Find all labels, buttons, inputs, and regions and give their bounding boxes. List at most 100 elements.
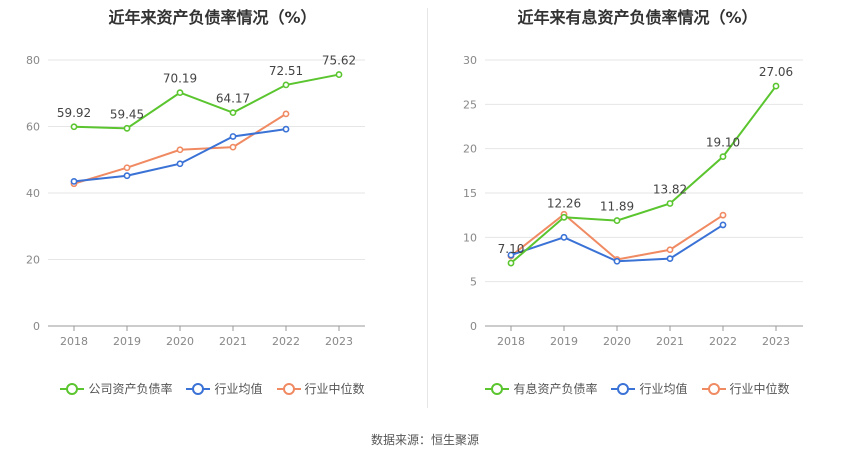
data-point <box>719 211 727 219</box>
series-line <box>510 85 777 264</box>
data-point <box>176 160 184 168</box>
chart-legend: 有息资产负债率 行业均值 行业中位数 <box>425 380 850 397</box>
data-point <box>666 255 674 263</box>
x-tick-label: 2018 <box>60 335 88 348</box>
y-tick-label: 5 <box>470 276 477 289</box>
y-tick-label: 15 <box>463 187 477 200</box>
legend-dot <box>282 382 295 395</box>
x-tick-label: 2021 <box>656 335 684 348</box>
x-tick-label: 2023 <box>762 335 790 348</box>
y-tick-label: 30 <box>463 54 477 67</box>
chart-panel-left: 近年来资产负债率情况（%） 0 20 40 60 80 2018 2019 2020 2021 2… <box>0 0 425 410</box>
data-point <box>613 217 621 224</box>
legend-item[interactable]: 有息资产负债率 <box>485 380 597 397</box>
x-tick-label: 2022 <box>272 335 300 348</box>
data-label: 72.51 <box>269 64 303 78</box>
legend-label: 公司资产负债率 <box>88 382 173 396</box>
legend-marker <box>186 382 211 395</box>
legend-marker <box>276 382 301 395</box>
legend-label: 行业中位数 <box>729 382 790 396</box>
x-tick-label: 2019 <box>113 335 141 348</box>
y-tick-label: 10 <box>463 231 477 244</box>
x-tick-label: 2019 <box>550 335 578 348</box>
data-label: 59.45 <box>110 107 144 121</box>
data-point <box>282 81 290 89</box>
y-tick-label: 80 <box>26 54 40 67</box>
legend-label: 行业均值 <box>639 382 688 396</box>
data-point <box>123 164 131 172</box>
panel-divider <box>427 8 428 408</box>
legend-item[interactable]: 公司资产负债率 <box>60 380 172 397</box>
x-tick-label: 2022 <box>709 335 737 348</box>
data-point <box>772 82 780 90</box>
data-source-label: 数据来源：恒生聚源 <box>370 433 479 447</box>
data-point <box>719 221 727 229</box>
y-tick-label: 0 <box>470 320 477 333</box>
data-point <box>282 125 290 133</box>
data-point <box>70 123 78 131</box>
chart-panel-right: 近年来有息资产负债率情况（%） 0 5 10 15 20 25 30 2018 2019 2020… <box>425 0 850 410</box>
legend-dot <box>66 382 79 395</box>
y-tick-label: 0 <box>33 320 40 333</box>
data-point <box>507 259 515 267</box>
legend-item[interactable]: 行业均值 <box>186 380 263 397</box>
x-tick-label: 2020 <box>166 335 194 348</box>
legend-dot <box>192 382 205 395</box>
data-point <box>335 71 343 78</box>
x-tick-label: 2021 <box>219 335 247 348</box>
data-label: 19.10 <box>706 136 740 150</box>
data-point <box>719 153 727 161</box>
y-tick-label: 60 <box>26 121 40 134</box>
data-point <box>507 251 515 259</box>
legend-item[interactable]: 行业中位数 <box>701 380 790 397</box>
data-point <box>229 109 237 117</box>
legend-dot <box>707 382 720 395</box>
data-point <box>123 124 131 132</box>
line-chart-plot: 0 20 40 60 80 2018 2019 2020 2021 2022 2023 59.92 59… <box>26 54 365 348</box>
data-label: 64.17 <box>216 92 250 106</box>
legend-dot <box>617 382 630 395</box>
data-label: 75.62 <box>322 54 356 68</box>
y-tick-label: 20 <box>463 143 477 156</box>
data-point <box>666 246 674 254</box>
data-label: 7.10 <box>498 242 525 256</box>
data-point <box>613 257 621 265</box>
legend-label: 行业中位数 <box>304 382 365 396</box>
series-line <box>73 73 340 130</box>
chart-legend: 公司资产负债率 行业均值 行业中位数 <box>0 380 425 397</box>
data-label: 11.89 <box>600 200 634 214</box>
data-point <box>229 143 237 151</box>
line-chart-plot: 0 5 10 15 20 25 30 2018 2019 2020 2021 2022 2023 7.10… <box>463 54 803 348</box>
data-point <box>282 110 290 118</box>
legend-label: 行业均值 <box>214 382 263 396</box>
x-tick-label: 2018 <box>497 335 525 348</box>
y-tick-label: 20 <box>26 254 40 267</box>
data-label: 59.92 <box>57 106 91 120</box>
chart-title: 近年来资产负债率情况（%） <box>108 8 317 27</box>
y-tick-label: 40 <box>26 187 40 200</box>
data-label: 70.19 <box>163 72 197 86</box>
data-label: 27.06 <box>759 65 793 79</box>
y-tick-label: 25 <box>463 98 477 111</box>
data-label: 13.82 <box>653 182 687 196</box>
data-point <box>176 89 184 97</box>
data-point <box>70 177 78 185</box>
data-point <box>560 233 568 241</box>
x-tick-label: 2020 <box>603 335 631 348</box>
chart-title: 近年来有息资产负债率情况（%） <box>517 8 758 27</box>
legend-marker <box>485 382 510 395</box>
legend-item[interactable]: 行业中位数 <box>276 380 365 397</box>
data-label: 12.26 <box>547 196 581 210</box>
data-point <box>176 146 184 154</box>
legend-marker <box>60 382 85 395</box>
legend-marker <box>611 382 636 395</box>
data-point <box>229 133 237 140</box>
x-tick-label: 2023 <box>325 335 353 348</box>
legend-item[interactable]: 行业均值 <box>611 380 688 397</box>
data-point <box>560 213 568 221</box>
data-point <box>123 172 131 180</box>
legend-dot <box>491 382 504 395</box>
legend-label: 有息资产负债率 <box>513 382 598 396</box>
legend-marker <box>701 382 726 395</box>
data-point <box>666 200 674 207</box>
